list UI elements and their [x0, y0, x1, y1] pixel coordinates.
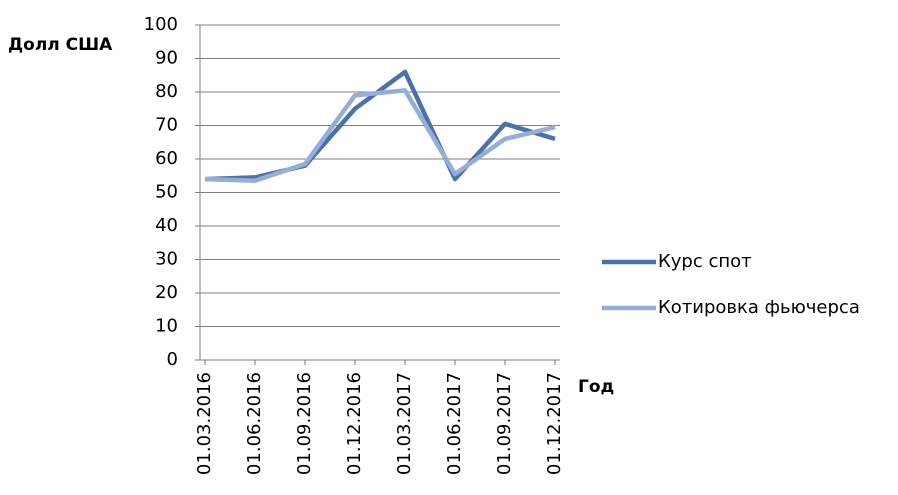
legend-label: Котировка фьючерса — [658, 297, 860, 318]
y-tick-label: 20 — [155, 282, 178, 303]
y-tick-label: 40 — [155, 215, 178, 236]
x-tick-label: 01.03.2017 — [394, 372, 415, 475]
y-tick-label: 100 — [144, 14, 178, 35]
y-axis-label: Долл США — [8, 35, 113, 55]
y-tick-label: 60 — [155, 148, 178, 169]
y-tick-label: 30 — [155, 249, 178, 270]
x-tick-label: 01.03.2016 — [194, 372, 215, 475]
y-tick-label: 0 — [167, 349, 178, 370]
y-tick-label: 90 — [155, 48, 178, 69]
x-tick-label: 01.09.2017 — [494, 372, 515, 475]
y-tick-label: 50 — [155, 182, 178, 203]
series-line — [204, 88, 556, 184]
y-tick-label: 80 — [155, 81, 178, 102]
x-tick-label: 01.12.2017 — [544, 372, 565, 475]
y-tick-label: 70 — [155, 115, 178, 136]
legend-label: Курс спот — [658, 251, 752, 272]
x-axis-label: Год — [578, 377, 614, 397]
x-tick-label: 01.06.2016 — [244, 372, 265, 475]
series-line — [204, 69, 556, 182]
x-tick-label: 01.12.2016 — [344, 372, 365, 475]
x-tick-label: 01.06.2017 — [444, 372, 465, 475]
x-tick-label: 01.09.2016 — [294, 372, 315, 475]
y-tick-label: 10 — [155, 316, 178, 337]
